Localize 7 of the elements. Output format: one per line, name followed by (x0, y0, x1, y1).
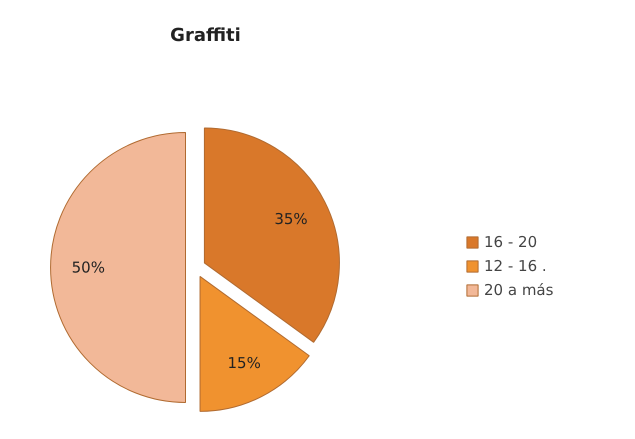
legend-label: 12 - 16 . (484, 257, 547, 275)
chart-title: Graffiti (170, 25, 241, 46)
data-label: 15% (228, 354, 261, 372)
legend-label: 20 a más (484, 281, 554, 299)
data-label: 35% (274, 210, 308, 228)
data-label: 50% (72, 258, 105, 276)
legend-label: 16 - 20 (484, 233, 538, 251)
